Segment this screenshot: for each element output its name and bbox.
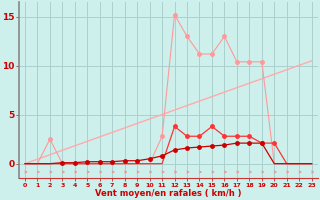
X-axis label: Vent moyen/en rafales ( km/h ): Vent moyen/en rafales ( km/h ) [95, 189, 242, 198]
